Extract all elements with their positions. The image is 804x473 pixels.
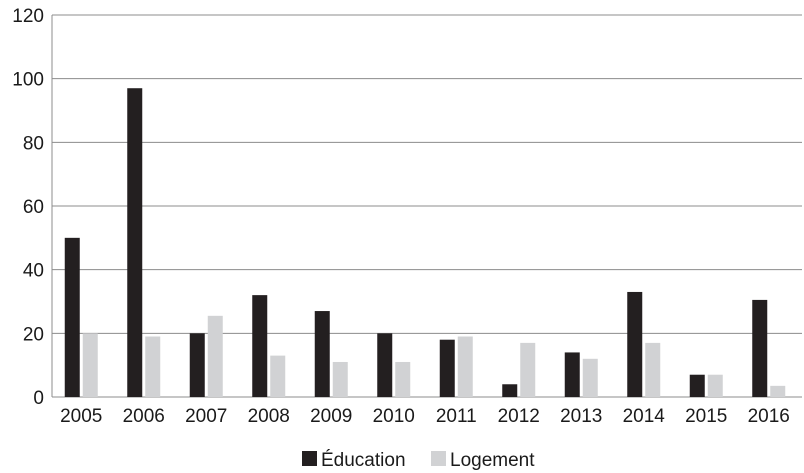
y-tick-label: 40 — [23, 261, 44, 282]
bar-education-2007 — [189, 333, 205, 397]
bar-logement-2006 — [145, 336, 161, 397]
y-tick-label: 100 — [12, 70, 44, 91]
x-tick-label: 2016 — [748, 406, 790, 427]
legend-label-education: Éducation — [321, 450, 406, 471]
bar-logement-2010 — [395, 361, 411, 397]
legend-label-logement: Logement — [450, 450, 535, 471]
bar-logement-2014 — [645, 342, 661, 397]
y-tick-label: 120 — [12, 6, 44, 27]
gridlines — [51, 14, 802, 398]
bar-logement-2008 — [270, 355, 286, 397]
legend: Éducation Logement — [302, 450, 535, 471]
x-tick-label: 2011 — [436, 406, 477, 427]
x-axis-ticks: 2005 2006 2007 2008 2009 2010 2011 2012 2013 2014… — [60, 406, 790, 427]
bar-logement-2005 — [82, 333, 98, 397]
y-axis-ticks: 0 20 40 60 80 100 120 — [12, 6, 44, 409]
bar-education-2009 — [314, 311, 330, 397]
bar-logement-2011 — [457, 336, 473, 397]
bar-logement-2012 — [520, 342, 536, 397]
y-tick-label: 0 — [33, 388, 44, 409]
bar-education-2005 — [64, 237, 80, 397]
x-tick-label: 2006 — [123, 406, 165, 427]
x-tick-label: 2014 — [623, 406, 666, 427]
bar-logement-2013 — [582, 358, 598, 397]
bar-logement-2007 — [207, 315, 223, 397]
x-tick-label: 2010 — [373, 406, 415, 427]
x-tick-label: 2013 — [560, 406, 602, 427]
y-tick-label: 20 — [23, 324, 44, 345]
y-tick-label: 60 — [23, 197, 44, 218]
bar-logement-2009 — [332, 361, 348, 397]
bar-education-2014 — [627, 291, 643, 397]
bar-education-2008 — [252, 295, 268, 397]
bar-education-2015 — [689, 374, 705, 397]
bar-logement-2015 — [707, 374, 723, 397]
x-tick-label: 2015 — [685, 406, 727, 427]
bar-education-2013 — [564, 352, 580, 397]
x-tick-label: 2007 — [185, 406, 227, 427]
legend-swatch-logement — [431, 451, 446, 466]
bar-education-2010 — [377, 333, 393, 397]
bar-education-2012 — [502, 384, 518, 397]
bars — [64, 88, 786, 397]
x-tick-label: 2012 — [498, 406, 540, 427]
legend-swatch-education — [302, 451, 317, 466]
bar-education-2016 — [752, 299, 768, 397]
bar-education-2011 — [439, 339, 455, 397]
x-tick-label: 2005 — [60, 406, 102, 427]
bar-logement-2016 — [770, 385, 786, 397]
bar-education-2006 — [127, 88, 143, 397]
x-tick-label: 2008 — [248, 406, 290, 427]
x-tick-label: 2009 — [310, 406, 352, 427]
y-tick-label: 80 — [23, 133, 44, 154]
